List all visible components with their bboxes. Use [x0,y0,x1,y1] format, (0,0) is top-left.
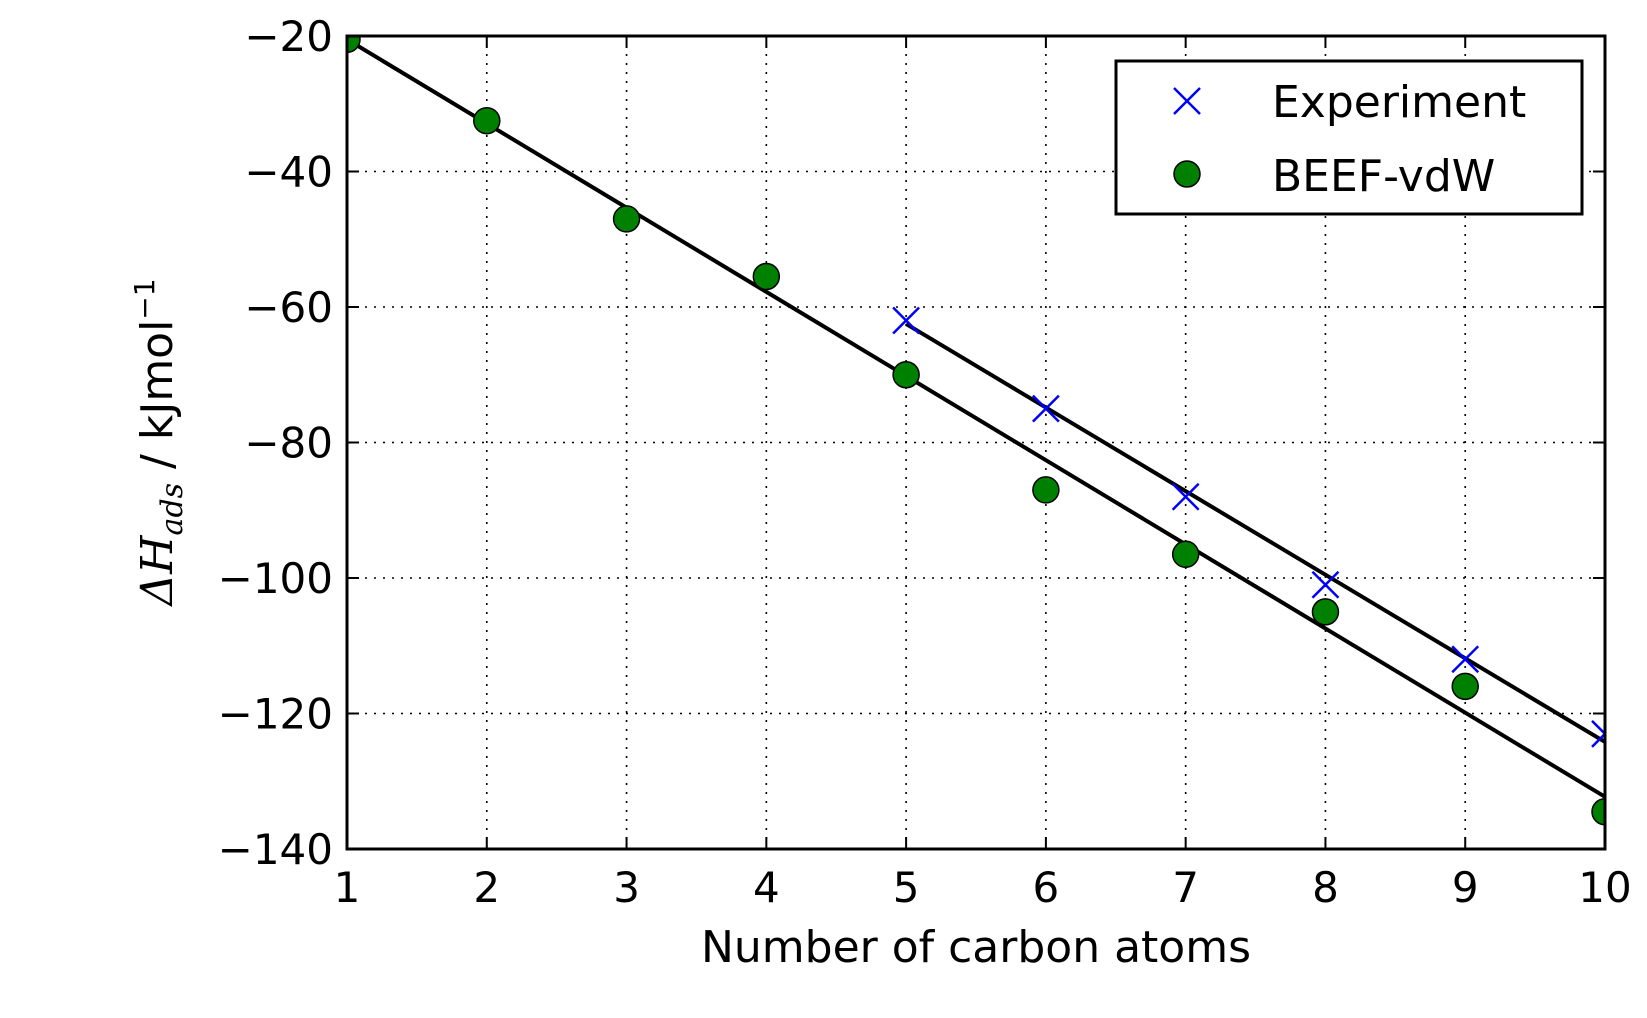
y-tick-label: −140 [218,825,333,874]
beef-vdw-point [347,36,361,54]
beef-vdw-point [473,106,501,135]
experiment-point [1591,719,1605,748]
plot-area [347,36,1605,826]
legend-label-experiment: Experiment [1272,77,1526,128]
x-tick-label: 9 [1452,863,1479,912]
y-tick-label: −80 [244,419,333,468]
y-tick-label: −100 [218,554,333,603]
fit-line [905,322,1607,744]
legend-marker-beef-vdw [1173,160,1201,188]
beef-vdw-point [1591,797,1605,826]
beef-vdw-point [892,361,920,389]
y-tick-label: −60 [244,283,333,332]
x-tick-label: 8 [1312,863,1339,912]
legend-box [1114,59,1584,216]
beef-vdw-point [612,205,641,233]
legend-label-beef-vdw: BEEF-vdW [1272,151,1495,202]
y-axis-label-subscript: ads [155,483,190,536]
x-tick-label: 7 [1172,863,1199,912]
svg-text:ΔHads / kJmol−1: ΔHads / kJmol−1 [128,278,190,607]
beef-vdw-point [1032,476,1060,504]
x-tick-label: 4 [753,863,780,912]
beef-vdw-point [1451,672,1479,701]
x-axis-ticks: 1 2 3 4 5 6 7 8 9 10 [334,36,1632,912]
experiment-point [1311,570,1340,599]
x-tick-label: 2 [473,863,500,912]
y-axis-label-superscript: −1 [128,278,161,319]
legend: Experiment BEEF-vdW [1114,59,1584,216]
y-tick-label: −40 [244,148,333,197]
y-axis-label: ΔHads / kJmol−1 [128,278,190,607]
y-tick-label: −120 [218,690,333,739]
experiment-point [1451,645,1480,674]
x-tick-label: 5 [893,863,920,912]
experiment-point [892,306,920,335]
y-axis-label-symbol: ΔH [132,534,183,608]
beef-vdw-point [1171,540,1200,569]
beef-vdw-point [1311,598,1340,626]
fit-line [345,37,1607,799]
x-tick-label: 1 [334,863,361,912]
x-tick-label: 6 [1033,863,1060,912]
x-tick-label: 3 [613,863,640,912]
experiment-point [1032,394,1060,423]
experiment-point [1171,482,1200,511]
data-points [347,36,1605,826]
x-tick-label: 10 [1578,863,1631,912]
fit-lines [345,37,1607,799]
beef-vdw-point [752,262,781,291]
legend-marker-experiment [1173,87,1201,115]
y-axis-label-unit: / kJmol [132,320,183,483]
y-axis-ticks: −20 −40 −60 −80 −100 −120 −140 [218,12,1605,874]
y-tick-label: −20 [244,12,333,61]
x-axis-label: Number of carbon atoms [701,922,1251,973]
